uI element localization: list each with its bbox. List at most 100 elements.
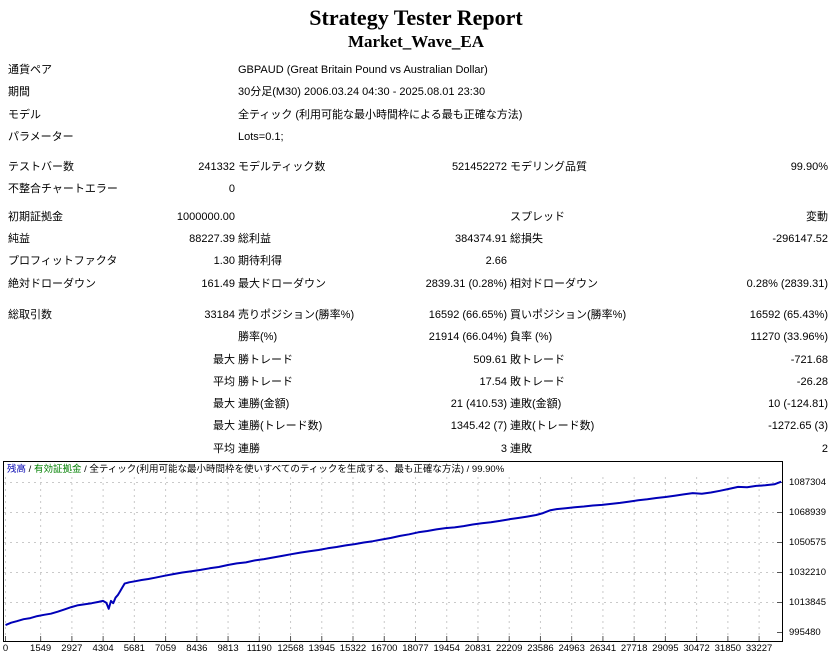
stat-value: 1345.42 (7)	[450, 420, 507, 433]
stat-value: 0	[228, 183, 235, 196]
x-tick-label: 15322	[339, 643, 367, 654]
stat-label: モデリング品質	[510, 161, 587, 174]
x-tick-label: 29095	[652, 643, 679, 654]
stat-value: 521452272	[451, 161, 507, 174]
stat-value: 11270 (33.96%)	[750, 331, 828, 344]
x-tick-label: 11190	[246, 643, 272, 654]
stat-value: -721.68	[790, 353, 828, 366]
x-tick-label: 33227	[745, 643, 773, 654]
stat-value: 509.61	[473, 353, 507, 366]
chart-canvas	[4, 477, 782, 641]
x-tick-label: 26341	[589, 643, 617, 654]
x-tick-label: 20831	[464, 643, 492, 654]
stat-label	[8, 438, 150, 460]
x-tick-label: 16700	[371, 643, 398, 654]
stat-value: 88227.39	[189, 233, 235, 246]
x-tick-label: 0	[2, 643, 9, 654]
stat-label: 敗トレード	[510, 353, 565, 366]
legend-equity-label: 有効証拠金	[33, 464, 82, 475]
stat-value	[150, 104, 235, 126]
legend-separator: /	[81, 464, 90, 475]
stat-label	[8, 326, 150, 348]
stat-label: パラメーター	[8, 130, 74, 143]
x-tick-label: 27718	[620, 643, 648, 654]
stat-label: GBPAUD (Great Britain Pound vs Australia…	[238, 64, 488, 76]
table-row: 平均 連勝 3 連敗 2	[8, 438, 828, 460]
stat-value: 平均	[213, 442, 235, 455]
stat-label: 負率 (%)	[510, 331, 553, 344]
stat-label: 勝トレード	[238, 375, 293, 388]
stat-value: 384374.91	[455, 233, 507, 246]
table-row: 勝率(%) 21914 (66.04%) 負率 (%) 11270 (33.96%)	[8, 326, 828, 348]
stat-label: 勝トレード	[238, 353, 293, 366]
table-row: 最大 勝トレード 509.61 敗トレード -721.68	[8, 349, 828, 371]
stat-label: 連勝	[238, 442, 260, 455]
stat-label	[8, 415, 150, 437]
stat-label: 総利益	[238, 233, 271, 246]
stat-label	[8, 371, 150, 393]
stat-value: 21 (410.53)	[450, 398, 507, 411]
stat-value: 3	[500, 442, 507, 455]
x-tick-label: 7059	[155, 643, 177, 654]
stat-value	[150, 326, 235, 348]
stat-label: プロフィットファクタ	[8, 255, 118, 268]
stat-value: 2.66	[485, 255, 507, 268]
y-tick-label: 1087304	[789, 477, 826, 488]
stat-label: 不整合チャートエラー	[8, 183, 118, 196]
stat-value: 1000000.00	[176, 210, 235, 223]
table-row: 純益 88227.39 総利益 384374.91 総損失 -296147.52	[8, 228, 828, 250]
stat-label: モデル	[8, 108, 41, 121]
stat-label: 期間	[8, 86, 30, 99]
y-tick-label: 1050575	[789, 536, 826, 548]
stat-value: 17.54	[479, 375, 507, 388]
table-row: モデル 全ティック (利用可能な最小時間枠による最も正確な方法)	[8, 104, 828, 126]
stat-value: 10 (-124.81)	[768, 398, 828, 411]
stat-label	[235, 178, 412, 200]
stat-label: 敗トレード	[510, 375, 565, 388]
table-row: 平均 勝トレード 17.54 敗トレード -26.28	[8, 371, 828, 393]
stat-label: 初期証拠金	[8, 210, 63, 223]
x-tick-label: 1549	[30, 643, 52, 654]
stat-label: 期待利得	[238, 255, 282, 268]
table-row: パラメーター Lots=0.1;	[8, 126, 828, 148]
x-tick-label: 23586	[527, 643, 554, 654]
table-row: 総取引数 33184 売りポジション(勝率%) 16592 (66.65%) 買いポジシ…	[8, 304, 828, 326]
table-row: 通貨ペア GBPAUD (Great Britain Pound vs Austr…	[8, 59, 828, 81]
stat-label: 勝率(%)	[238, 331, 278, 344]
x-tick-label: 30472	[683, 643, 710, 654]
report-header: Strategy Tester Report Market_Wave_EA	[0, 4, 832, 53]
x-tick-label: 13945	[308, 643, 335, 654]
stat-label	[8, 349, 150, 371]
legend-model-text: 全ティック(利用可能な最小時間枠を使いすべてのティックを生成する、最も正確な方法…	[89, 464, 505, 475]
stat-value: 変動	[806, 210, 828, 223]
stat-label: Lots=0.1;	[238, 130, 284, 143]
stat-label: 売りポジション(勝率%)	[238, 308, 355, 321]
stat-label: 絶対ドローダウン	[8, 277, 96, 290]
stat-value	[150, 59, 235, 81]
stat-value	[150, 81, 235, 103]
stat-value: -296147.52	[772, 233, 828, 246]
stat-label: 連敗	[510, 442, 532, 455]
stat-label	[235, 206, 412, 228]
stat-label: 買いポジション(勝率%)	[510, 308, 627, 321]
x-tick-label: 24963	[558, 643, 585, 654]
stats-table: 通貨ペア GBPAUD (Great Britain Pound vs Austr…	[8, 59, 828, 460]
x-tick-label: 18077	[402, 643, 429, 654]
stat-value: 最大	[213, 398, 235, 411]
table-row: 最大 連勝(金額) 21 (410.53) 連敗(金額) 10 (-124.81)	[8, 393, 828, 415]
table-row: 最大 連勝(トレード数) 1345.42 (7) 連敗(トレード数) -1272.65 …	[8, 415, 828, 437]
x-tick-label: 31850	[714, 643, 742, 654]
y-tick-label: 1068939	[789, 507, 826, 518]
chart-legend: 残高 / 有効証拠金 / 全ティック(利用可能な最小時間枠を使いすべてのティック…	[7, 463, 777, 477]
table-row: 不整合チャートエラー 0	[8, 178, 828, 200]
table-row: 期間 30分足(M30) 2006.03.24 04:30 - 2025.08.0…	[8, 81, 828, 103]
legend-separator: /	[26, 464, 34, 475]
x-tick-label: 8436	[186, 643, 208, 654]
stat-value: -1272.65 (3)	[768, 420, 828, 433]
stat-value: 1.30	[213, 255, 235, 268]
table-row: 絶対ドローダウン 161.49 最大ドローダウン 2839.31 (0.28%) 相対ド…	[8, 273, 828, 295]
stat-value: 16592 (65.43%)	[749, 308, 828, 321]
x-tick-label: 2927	[61, 643, 83, 654]
stat-label	[507, 178, 669, 200]
